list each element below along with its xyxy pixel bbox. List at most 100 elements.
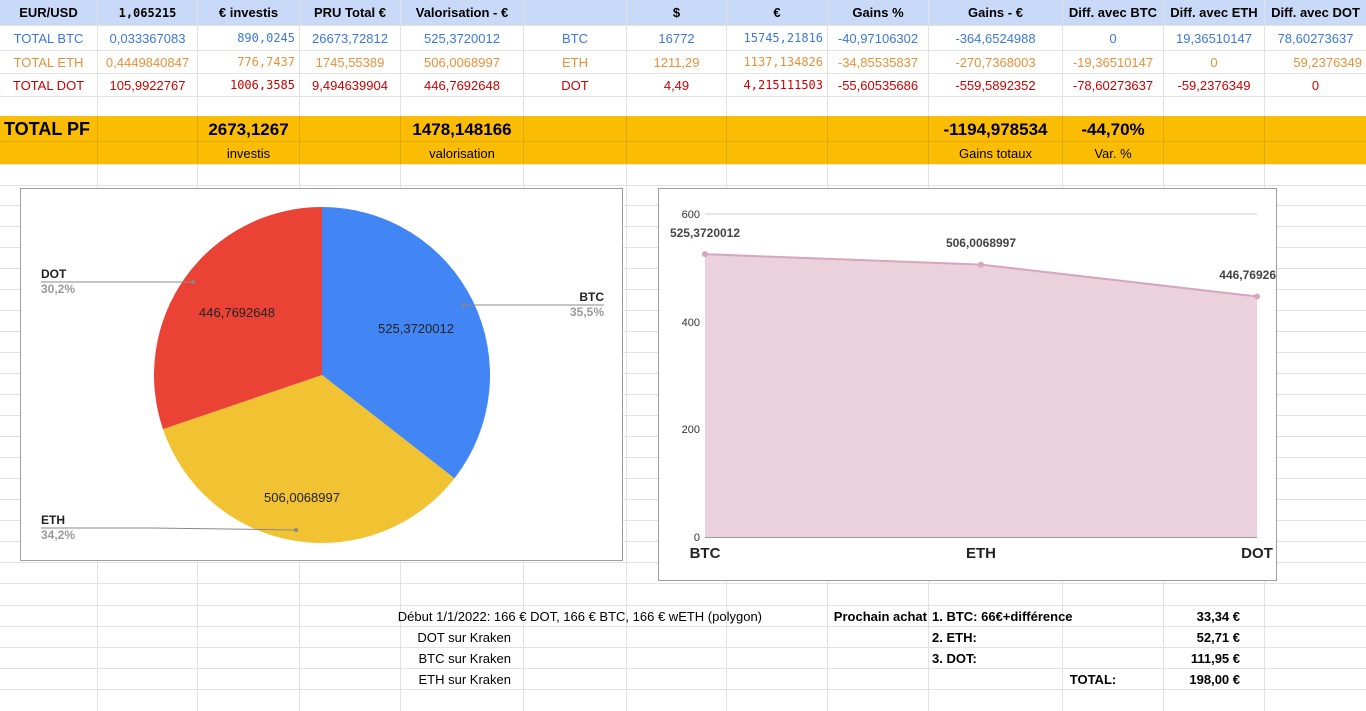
header-rate[interactable]: 1,065215	[98, 0, 197, 25]
cell-usd[interactable]: 16772	[658, 30, 695, 46]
cell-diff-dot[interactable]: 78,60273637	[1277, 30, 1354, 46]
cell-diff-dot[interactable]: 59,2376349	[1293, 54, 1362, 70]
pie-chart[interactable]: BTC 35,5% DOT 30,2% ETH 34,2% 525,372001…	[20, 188, 623, 561]
cell-gains-pct[interactable]: -34,85535837	[837, 54, 919, 70]
total-var[interactable]: -44,70%	[1081, 119, 1145, 139]
header-diff-eth[interactable]: Diff. avec ETH	[1164, 0, 1264, 25]
note-eth-kraken[interactable]: ETH sur Kraken	[418, 671, 511, 687]
cell-eur[interactable]: 15745,21816	[743, 31, 823, 45]
next-total-label[interactable]: TOTAL:	[1069, 671, 1117, 687]
next-purchase-label[interactable]: Prochain achat	[833, 608, 927, 624]
area-fill[interactable]	[705, 254, 1257, 537]
cell-diff-btc[interactable]: -19,36510147	[1072, 54, 1154, 70]
pie-legend-eth: ETH	[41, 513, 65, 527]
note-dot-kraken[interactable]: DOT sur Kraken	[417, 629, 511, 645]
pie-value-dot: 446,7692648	[199, 305, 275, 320]
pie-slice-dot[interactable]	[153, 207, 322, 430]
next-item-btc[interactable]: 1. BTC: 66€+différence	[932, 608, 1073, 624]
cell-pru[interactable]: 1745,55389	[315, 54, 385, 70]
total-valo[interactable]: 1478,148166	[412, 119, 512, 139]
cell-invest[interactable]: 776,7437	[237, 55, 295, 69]
cell-gains-pct[interactable]: -40,97106302	[837, 30, 919, 46]
total-invest[interactable]: 2673,1267	[208, 119, 289, 139]
cell-usd[interactable]: 1211,29	[653, 54, 700, 70]
area-point-btc[interactable]	[702, 251, 708, 258]
cell-pru[interactable]: 9,494639904	[312, 77, 388, 93]
cell-valo[interactable]: 525,3720012	[424, 30, 500, 46]
cell-symbol[interactable]: ETH	[562, 54, 588, 70]
cell-gains-eur[interactable]: -559,5892352	[955, 77, 1036, 93]
next-item-eth[interactable]: 2. ETH:	[932, 629, 977, 645]
total-invest-caption[interactable]: investis	[226, 146, 271, 161]
cell-gains-eur[interactable]: -364,6524988	[955, 30, 1036, 46]
cell-eur[interactable]: 1137,134826	[743, 55, 823, 69]
leader-eth	[41, 527, 297, 531]
note-start[interactable]: Début 1/1/2022: 166 € DOT, 166 € BTC, 16…	[397, 608, 762, 624]
next-amount-dot[interactable]: 111,95 €	[1190, 650, 1240, 666]
total-gains-caption[interactable]: Gains totaux	[959, 146, 1032, 161]
pie-legend-btc: BTC	[579, 290, 604, 304]
cell-qty[interactable]: 0,4449840847	[105, 54, 190, 70]
totals-band	[0, 116, 1366, 164]
total-gains[interactable]: -1194,978534	[943, 119, 1048, 139]
header-diff-btc[interactable]: Diff. avec BTC	[1063, 0, 1163, 25]
pie-pct-btc: 35,5%	[570, 305, 604, 319]
area-point-dot[interactable]	[1254, 293, 1260, 300]
y-tick-0: 0	[694, 532, 700, 544]
cell-eur[interactable]: 4,215111503	[743, 78, 823, 92]
cell-label[interactable]: TOTAL ETH	[13, 54, 84, 70]
cell-gains-pct[interactable]: -55,60535686	[837, 77, 919, 93]
pie-pct-dot: 30,2%	[41, 282, 75, 296]
pie-chart-svg: BTC 35,5% DOT 30,2% ETH 34,2% 525,372001…	[41, 207, 604, 543]
area-point-eth[interactable]	[978, 261, 984, 268]
x-tick-btc: BTC	[690, 545, 721, 562]
area-label-btc: 525,3720012	[670, 226, 740, 240]
header-diff-dot[interactable]: Diff. avec DOT	[1265, 0, 1366, 25]
cell-invest[interactable]: 890,0245	[237, 31, 295, 45]
cell-usd[interactable]: 4,49	[663, 77, 690, 93]
next-amount-btc[interactable]: 33,34 €	[1196, 608, 1240, 624]
cell-diff-eth[interactable]: -59,2376349	[1177, 77, 1251, 93]
cell-qty[interactable]: 105,9922767	[109, 77, 186, 93]
header-invest[interactable]: € investis	[198, 0, 299, 25]
cell-label[interactable]: TOTAL BTC	[13, 30, 84, 46]
cell-diff-eth[interactable]: 0	[1210, 54, 1218, 70]
cell-invest[interactable]: 1006,3585	[229, 78, 295, 92]
next-amount-eth[interactable]: 52,71 €	[1196, 629, 1240, 645]
cell-diff-eth[interactable]: 19,36510147	[1176, 30, 1252, 46]
header-pru[interactable]: PRU Total €	[300, 0, 400, 25]
cell-diff-btc[interactable]: -78,60273637	[1072, 77, 1154, 93]
area-chart-svg: 0 200 400 600 BTC ETH DOT 525,3720012 50…	[670, 209, 1276, 562]
pie-slice-btc[interactable]	[322, 207, 491, 479]
cell-pru[interactable]: 26673,72812	[312, 30, 388, 46]
header-empty[interactable]	[524, 0, 626, 25]
area-chart[interactable]: 0 200 400 600 BTC ETH DOT 525,3720012 50…	[658, 188, 1277, 581]
area-label-dot: 446,76926	[1219, 268, 1276, 282]
header-eurusd[interactable]: EUR/USD	[0, 0, 97, 25]
pie-value-btc: 525,3720012	[378, 321, 454, 336]
cell-diff-btc[interactable]: 0	[1109, 30, 1117, 46]
next-item-dot[interactable]: 3. DOT:	[932, 650, 977, 666]
area-label-eth: 506,0068997	[946, 236, 1016, 250]
cell-qty[interactable]: 0,033367083	[109, 30, 186, 46]
header-usd[interactable]: $	[627, 0, 726, 25]
note-btc-kraken[interactable]: BTC sur Kraken	[418, 650, 511, 666]
header-eur[interactable]: €	[727, 0, 827, 25]
pie-legend-dot: DOT	[41, 267, 67, 281]
header-gains-pct[interactable]: Gains %	[828, 0, 928, 25]
total-valo-caption[interactable]: valorisation	[429, 146, 495, 161]
total-var-caption[interactable]: Var. %	[1094, 146, 1132, 161]
cell-label[interactable]: TOTAL DOT	[12, 77, 85, 93]
next-total-amount[interactable]: 198,00 €	[1189, 671, 1240, 687]
cell-valo[interactable]: 506,0068997	[424, 54, 500, 70]
pie-value-eth: 506,0068997	[264, 490, 340, 505]
cell-valo[interactable]: 446,7692648	[424, 77, 500, 93]
cell-gains-eur[interactable]: -270,7368003	[955, 54, 1036, 70]
total-pf-label[interactable]: TOTAL PF	[4, 119, 91, 139]
header-gains-eur[interactable]: Gains - €	[929, 0, 1062, 25]
header-valo[interactable]: Valorisation - €	[401, 0, 523, 25]
cell-diff-dot[interactable]: 0	[1311, 77, 1320, 93]
cell-symbol[interactable]: DOT	[561, 77, 589, 93]
cell-symbol[interactable]: BTC	[562, 30, 588, 46]
pie-slice-eth[interactable]	[162, 375, 455, 543]
